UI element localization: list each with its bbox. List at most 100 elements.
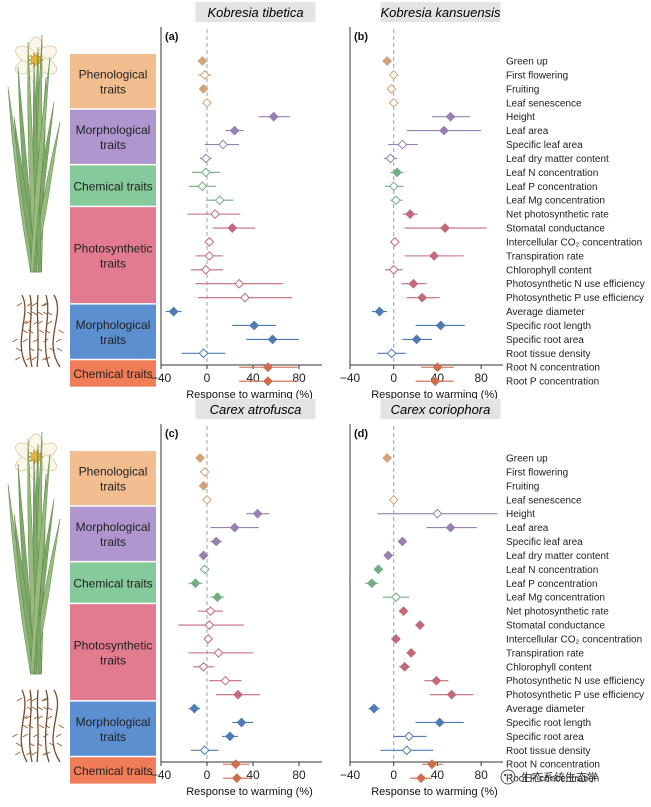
trait-label: Net photosynthetic rate (506, 607, 609, 618)
trait-label: Green up (506, 454, 548, 465)
trait-label: Leaf dry matter content (506, 154, 609, 165)
x-tick-label: 0 (204, 768, 211, 782)
trait-label: Transpiration rate (506, 251, 584, 262)
trait-label: Intercellular CO₂ concentration (506, 237, 642, 248)
trait-label: Stomatal conductance (506, 224, 605, 235)
data-point (225, 125, 244, 136)
trait-label: Leaf Mg concentration (506, 196, 605, 207)
trait-label: Specific root length (506, 321, 591, 332)
x-axis-label: Response to warming (%) (186, 786, 313, 798)
data-point (193, 661, 214, 672)
category-block: Chemical traits (70, 360, 156, 387)
x-tick-label: 80 (474, 371, 488, 385)
data-point (221, 731, 239, 742)
trait-label: Average diameter (506, 704, 585, 715)
category-block: Chemical traits (70, 757, 156, 784)
data-point (384, 264, 403, 275)
data-point (188, 703, 201, 714)
category-label: Chemical traits (73, 576, 152, 590)
data-point (232, 320, 276, 331)
category-label: Chemical traits (73, 367, 152, 381)
trait-label: Transpiration rate (506, 648, 584, 659)
trait-label: Specific leaf area (506, 140, 583, 151)
data-point (165, 306, 182, 317)
data-point (404, 250, 464, 261)
panel: Carex atrofusca −40 0 40 80 Response to warmi… (151, 399, 322, 798)
data-point (431, 111, 471, 122)
watermark: 生态系统生态学 (500, 769, 598, 785)
data-point (397, 536, 408, 547)
data-point (239, 376, 298, 387)
data-point (382, 453, 393, 463)
data-point (389, 237, 400, 247)
x-tick-label: −40 (151, 768, 172, 782)
grass-icon (7, 34, 61, 273)
data-point (188, 647, 253, 658)
data-point (197, 292, 293, 303)
trait-label: First flowering (506, 467, 568, 478)
data-point (198, 550, 209, 561)
data-point (388, 70, 399, 80)
data-point (368, 703, 380, 714)
category-label: Morphological (76, 318, 151, 332)
data-point (207, 195, 234, 206)
category-label: Phenological (79, 464, 148, 478)
trait-label: Average diameter (506, 307, 585, 318)
data-point (197, 56, 208, 66)
data-point (246, 334, 299, 345)
data-point (402, 334, 432, 345)
category-label: Chemical traits (73, 764, 152, 778)
data-point (203, 634, 214, 644)
category-label: Chemical traits (73, 179, 152, 193)
x-tick-label: 0 (390, 768, 397, 782)
trait-label: Photosynthetic P use efficiency (506, 690, 644, 701)
category-label: Morphological (76, 123, 151, 137)
trait-label: Specific leaf area (506, 537, 583, 548)
data-point (406, 292, 440, 303)
x-tick-label: 80 (474, 768, 488, 782)
trait-label: Photosynthetic N use efficiency (506, 279, 645, 290)
x-tick-label: 40 (246, 371, 260, 385)
data-point (188, 181, 217, 192)
data-point (239, 362, 298, 373)
data-point (204, 139, 240, 150)
trait-label: First flowering (506, 70, 568, 81)
data-point (198, 83, 209, 94)
data-point (210, 522, 259, 533)
panel-title: Carex atrofusca (195, 399, 316, 419)
trait-label: Root tissue density (506, 349, 591, 360)
trait-label: Leaf senescence (506, 98, 582, 109)
category-label: traits (100, 653, 126, 667)
data-point (388, 494, 399, 505)
data-point (204, 237, 215, 247)
trait-label: Fruiting (506, 84, 539, 95)
trait-label: Height (506, 112, 535, 123)
data-point (178, 620, 244, 630)
data-point (421, 362, 454, 373)
x-tick-label: −40 (340, 768, 361, 782)
trait-label: Net photosynthetic rate (506, 210, 609, 221)
data-point (422, 759, 443, 770)
trait-label: Height (506, 509, 535, 520)
category-label: traits (100, 333, 126, 347)
data-point (371, 306, 388, 317)
data-point (199, 564, 210, 575)
data-point (402, 209, 418, 220)
flower-icon (15, 36, 57, 84)
category-label: traits (100, 535, 126, 549)
data-point (390, 195, 403, 206)
panel: Carex coriophora −40 0 40 80 Response to warm… (340, 399, 503, 798)
panel-title: Carex coriophora (380, 399, 501, 419)
data-point (390, 634, 401, 644)
category-label: traits (100, 138, 126, 152)
data-point (380, 745, 434, 756)
data-point (202, 97, 212, 108)
x-axis-label: Response to warming (%) (371, 389, 498, 401)
